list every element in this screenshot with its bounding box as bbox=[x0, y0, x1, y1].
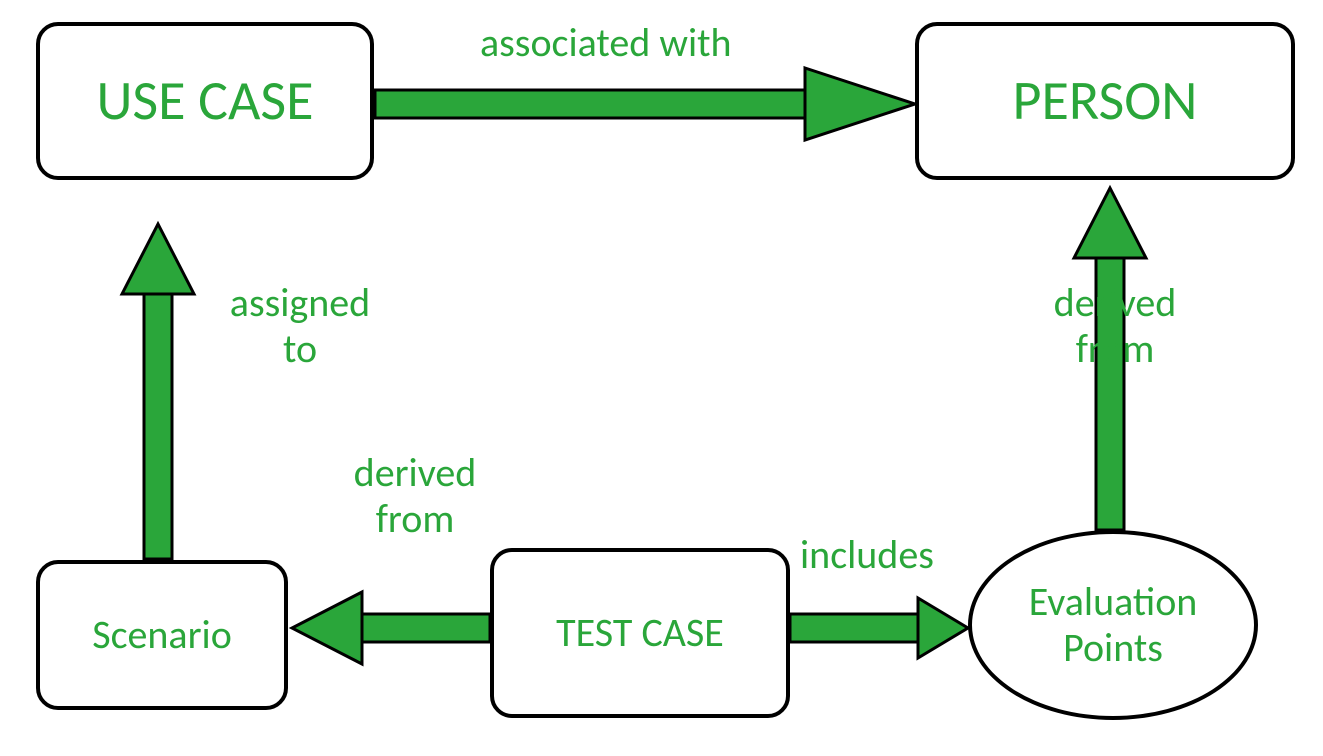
edge-usecase-to-person bbox=[375, 68, 915, 140]
node-test-case: TEST CASE bbox=[490, 548, 790, 718]
node-label: PERSON bbox=[1013, 69, 1198, 133]
node-label: Evaluation Points bbox=[998, 579, 1228, 671]
node-person: PERSON bbox=[915, 22, 1295, 180]
node-use-case: USE CASE bbox=[36, 22, 374, 180]
edge-label-associated-with: associated with bbox=[480, 20, 732, 66]
edge-label-assigned-to: assigned to bbox=[210, 280, 390, 372]
diagram-canvas: USE CASE PERSON Scenario TEST CASE Evalu… bbox=[0, 0, 1323, 756]
edge-testcase-to-scenario bbox=[292, 592, 490, 664]
edge-testcase-to-evalpts bbox=[790, 598, 968, 658]
edge-label-includes: includes bbox=[800, 532, 934, 578]
node-label: USE CASE bbox=[97, 69, 314, 133]
edge-label-derived-from-left: derived from bbox=[330, 450, 500, 542]
edge-scenario-to-usecase bbox=[122, 224, 194, 559]
edge-label-derived-from-right: derived from bbox=[1030, 280, 1200, 372]
node-evaluation-points: Evaluation Points bbox=[968, 530, 1258, 720]
node-label: TEST CASE bbox=[556, 610, 724, 656]
node-scenario: Scenario bbox=[36, 560, 288, 710]
node-label: Scenario bbox=[92, 612, 232, 658]
